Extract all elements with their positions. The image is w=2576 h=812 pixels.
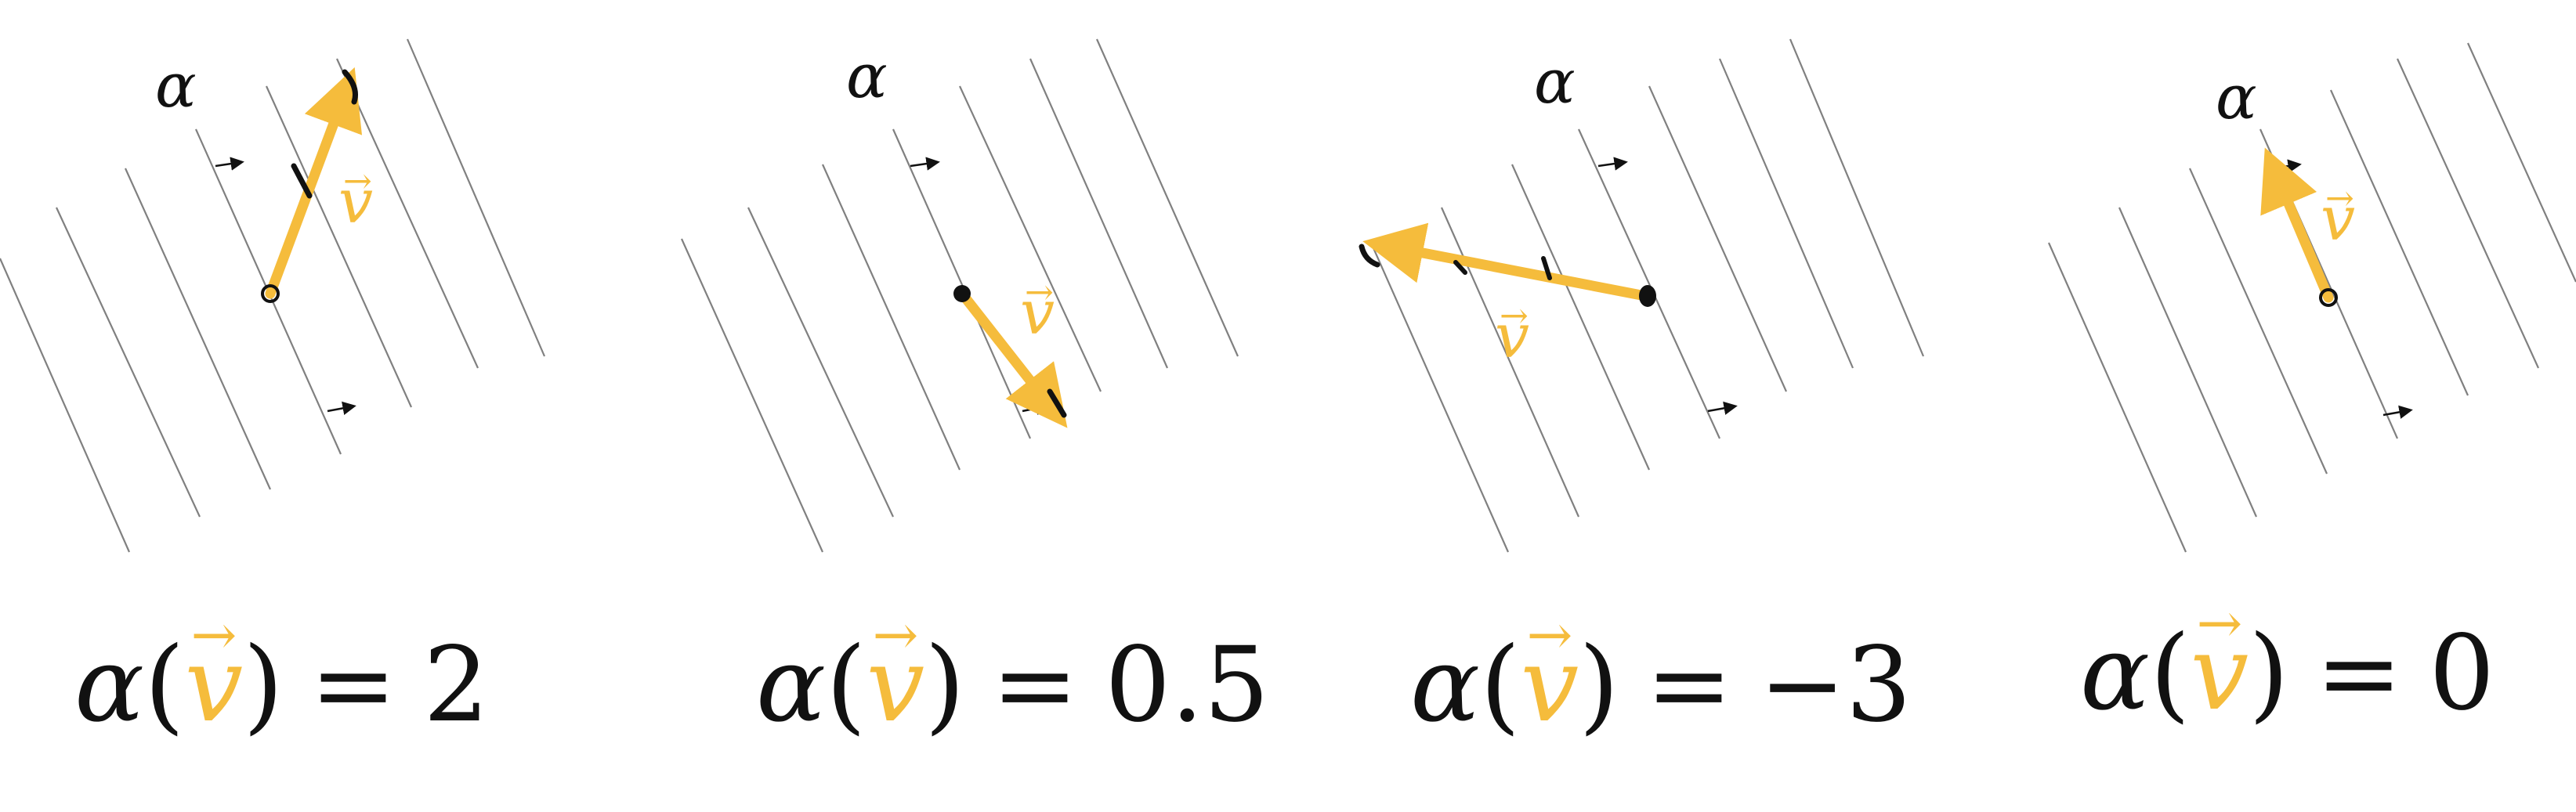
- panel-2-level-lines: [680, 38, 1239, 553]
- eq-open-paren: (: [2150, 613, 2191, 734]
- panel-2-vector-label: → v: [1020, 272, 1055, 345]
- panel-4-vector-label: → v: [2321, 179, 2355, 251]
- panel-4-covector-label: α: [2216, 63, 2257, 133]
- eq-sign: =: [2315, 613, 2403, 734]
- eq-vector: → v: [184, 603, 244, 760]
- panel-3-level-lines: [1369, 38, 1925, 553]
- eq-vector-arrow: →: [1526, 603, 1573, 667]
- vector-arrow-accent: →: [1500, 296, 1529, 336]
- panel-4-vector-arrow: [2260, 147, 2334, 303]
- eq-alpha: α: [74, 625, 145, 745]
- panel-1-vector-origin: [261, 284, 280, 303]
- eq-vector-arrow: →: [872, 603, 919, 667]
- panel-3-vector-arrow: [1362, 222, 1651, 301]
- eq-sign: =: [1645, 625, 1733, 745]
- eq-open-paren: (: [1480, 625, 1521, 745]
- eq-value: 2: [423, 625, 490, 745]
- eq-vector-arrow: →: [2196, 591, 2243, 655]
- eq-value: 0: [2429, 613, 2495, 734]
- panel-3-crossing-mark-3: [1541, 256, 1552, 280]
- panel-2-crossing-mark-1: [1047, 388, 1067, 418]
- eq-close-paren: ): [2249, 613, 2289, 734]
- panel-3-crossing-mark-1: [1359, 244, 1380, 268]
- panel-2-vector-origin: [953, 285, 971, 302]
- panel-3-diagram: [1359, 38, 1925, 553]
- panel-1-equation: α(→ v) = 2: [74, 603, 490, 760]
- panel-2-vector-arrow: [957, 288, 1068, 428]
- eq-sign: =: [991, 625, 1079, 745]
- eq-value: 0.5: [1105, 625, 1270, 745]
- panel-4-vector-origin: [2319, 288, 2338, 307]
- eq-vector-letter: v: [1520, 625, 1579, 745]
- panel-3-vector-label: → v: [1495, 296, 1529, 368]
- panel-4-level-lines: [2047, 42, 2576, 553]
- panel-1-diagram: [0, 38, 546, 553]
- eq-alpha: α: [2080, 613, 2151, 734]
- vector-label-text: v: [338, 167, 374, 237]
- panel-3-covector-label: α: [1534, 47, 1576, 117]
- panel-3-direction-ticks: [1597, 157, 1738, 415]
- panel-3-vector-origin: [1639, 285, 1656, 307]
- panel-1-covector-label: α: [155, 51, 197, 121]
- panel-1-crossing-mark-1: [291, 163, 313, 199]
- vector-label-text: v: [1495, 301, 1530, 372]
- eq-alpha: α: [1410, 625, 1481, 745]
- eq-sign: =: [309, 625, 397, 745]
- panel-2-diagram: [680, 38, 1239, 553]
- panel-1-direction-ticks: [215, 157, 356, 415]
- eq-vector: → v: [1520, 603, 1579, 760]
- panel-1-crossing-mark-2: [342, 69, 358, 105]
- eq-open-paren: (: [144, 625, 185, 745]
- eq-close-paren: ): [243, 625, 284, 745]
- vector-label-text: v: [1020, 278, 1055, 348]
- eq-vector: → v: [2190, 591, 2249, 748]
- eq-close-paren: ): [924, 625, 965, 745]
- panel-3-equation: α(→ v) = −3: [1410, 603, 1912, 760]
- panel-1-vector-label: → v: [338, 161, 373, 233]
- panel-2-equation: α(→ v) = 0.5: [756, 603, 1270, 760]
- eq-open-paren: (: [826, 625, 867, 745]
- vector-label-text: v: [2321, 184, 2356, 254]
- eq-close-paren: ): [1579, 625, 1619, 745]
- eq-vector-letter: v: [866, 625, 925, 745]
- eq-vector-letter: v: [184, 625, 244, 745]
- eq-alpha: α: [756, 625, 827, 745]
- panel-2-covector-label: α: [846, 42, 888, 112]
- eq-vector-arrow: →: [190, 603, 237, 667]
- eq-vector-letter: v: [2190, 613, 2249, 734]
- panel-4-diagram: [2047, 42, 2576, 553]
- panel-4-equation: α(→ v) = 0: [2080, 591, 2495, 748]
- panel-3-crossing-mark-2: [1453, 260, 1467, 275]
- eq-vector: → v: [866, 603, 925, 760]
- vector-arrow-accent: →: [1025, 272, 1054, 312]
- vector-arrow-accent: →: [2325, 179, 2354, 218]
- vector-arrow-accent: →: [343, 161, 372, 201]
- eq-value: −3: [1759, 625, 1912, 745]
